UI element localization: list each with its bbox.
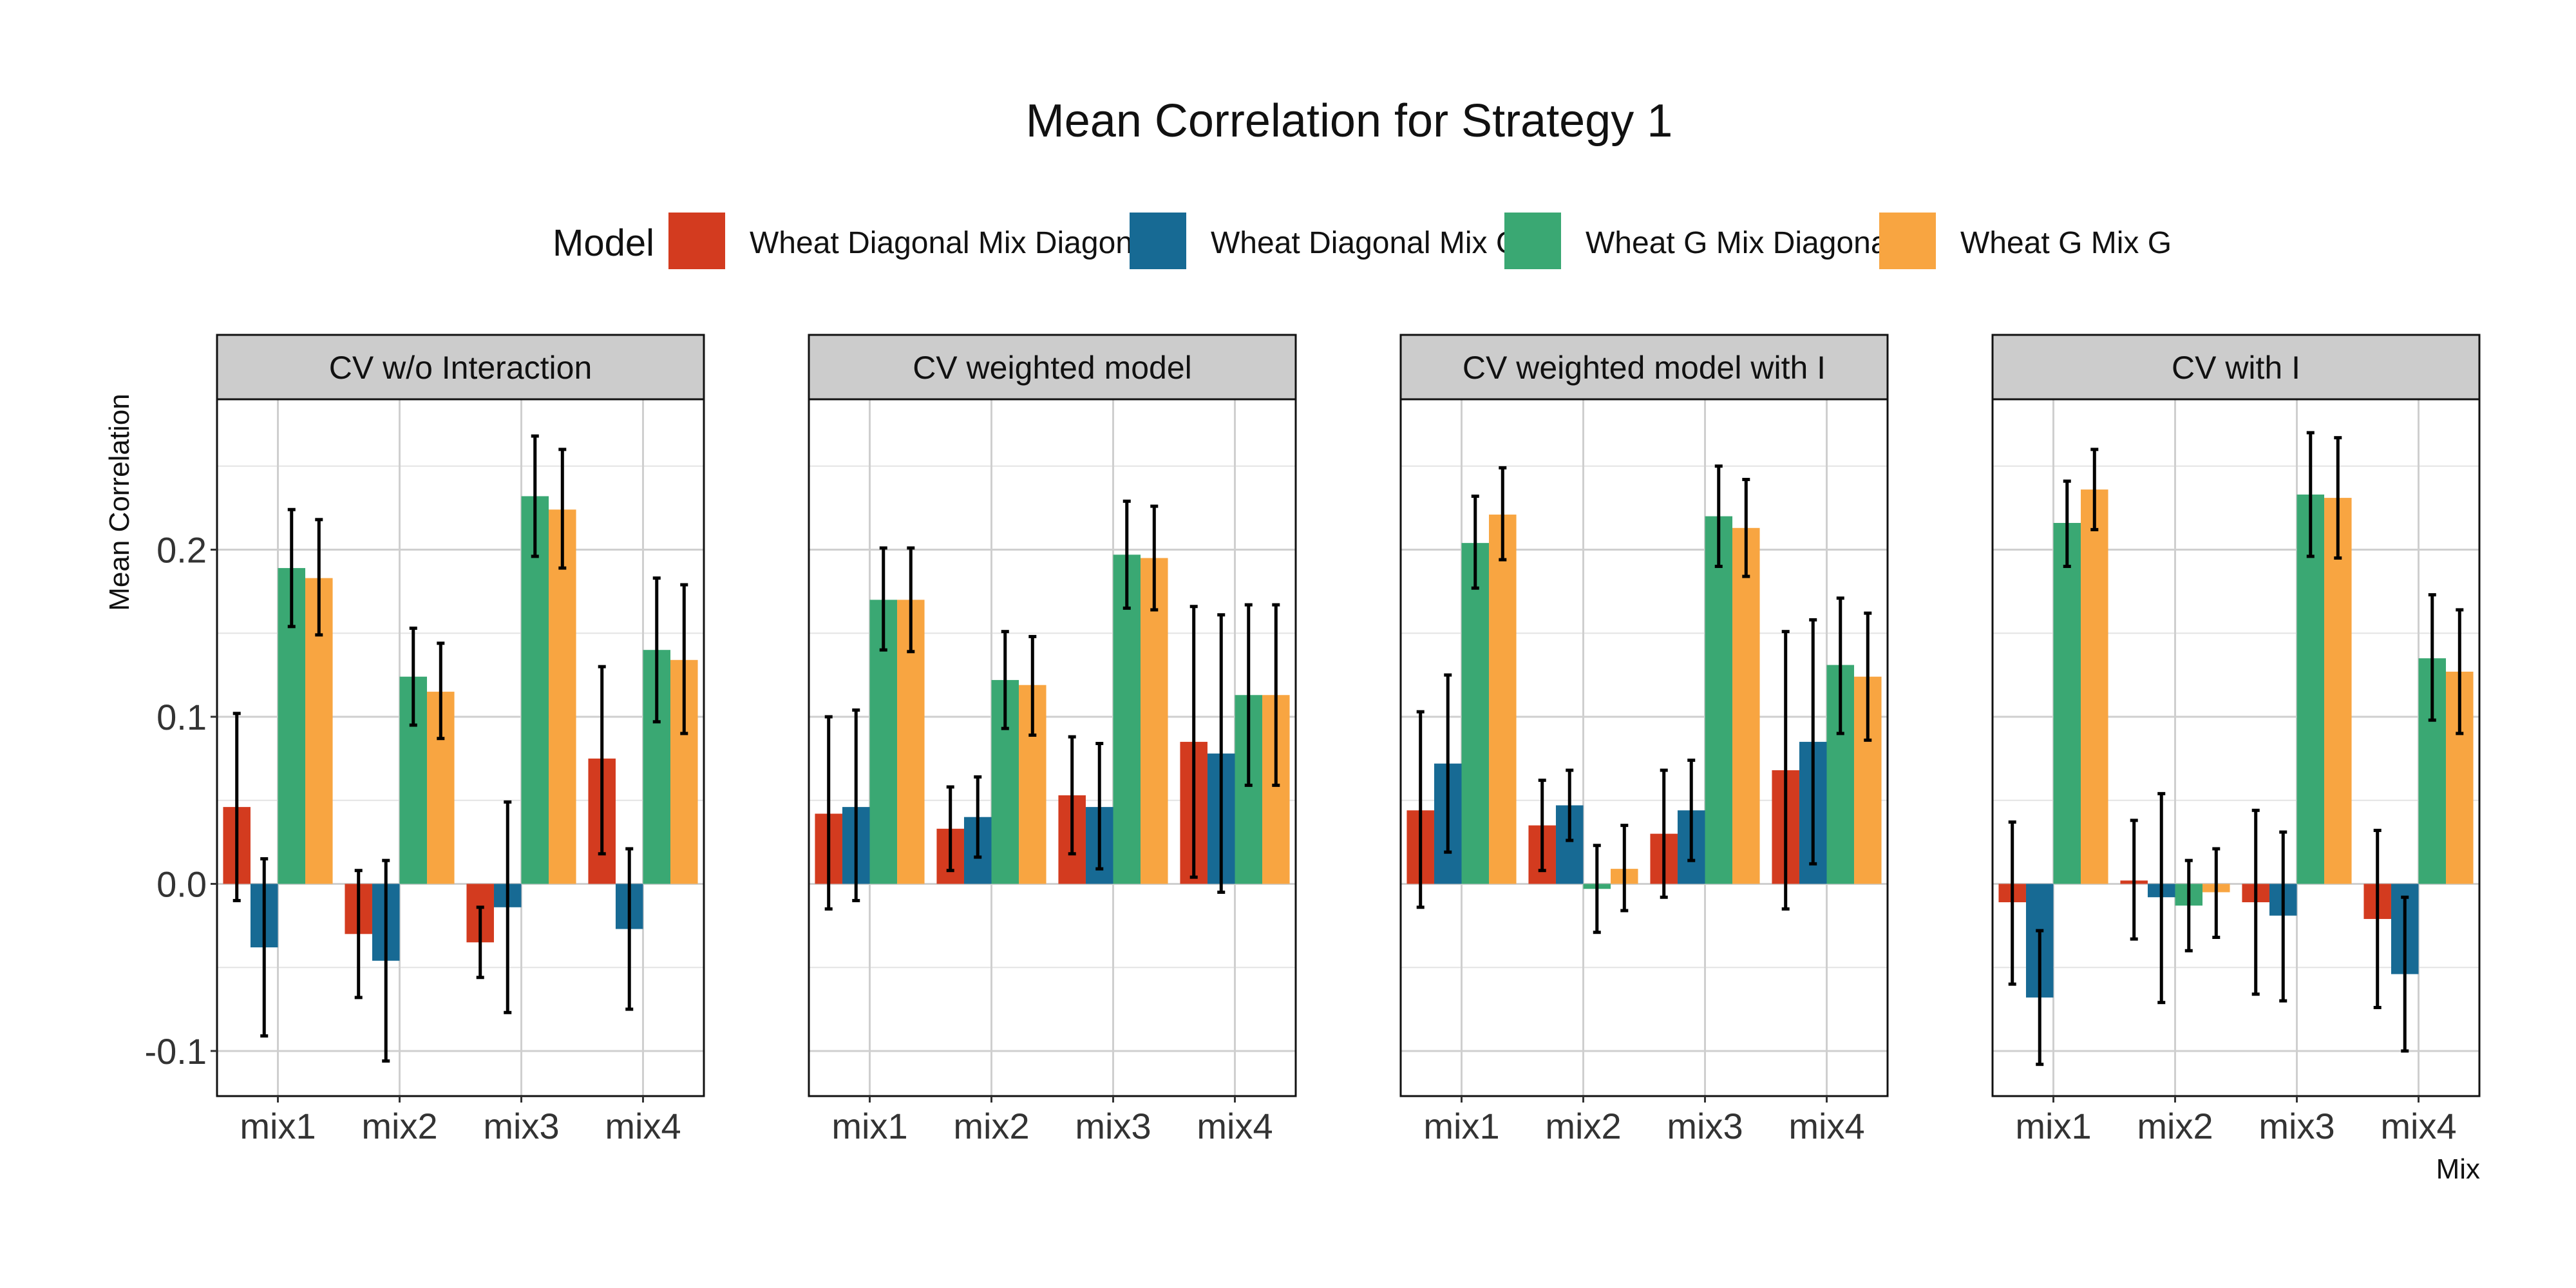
y-tick-label: 0.1 <box>156 697 207 737</box>
bar <box>1732 527 1760 884</box>
panel: CV w/o Interaction mix1 mix2 mix3 mix4 <box>216 334 705 1146</box>
x-tick-label: mix2 <box>1545 1106 1621 1146</box>
x-tick-label: mix1 <box>2015 1106 2091 1146</box>
legend-swatch <box>1130 213 1186 269</box>
x-tick-label: mix4 <box>605 1106 681 1146</box>
legend: Model Wheat Diagonal Mix Diagonal Wheat D… <box>553 213 2172 269</box>
y-axis-label: Mean Correlation <box>104 393 135 611</box>
bar <box>521 496 549 884</box>
legend-swatch <box>1504 213 1561 269</box>
panel-strip <box>808 334 1297 401</box>
legend-swatch <box>668 213 725 269</box>
panel: CV weighted model with I mix1 mix2 mix3 mix4 <box>1399 334 1889 1146</box>
y-tick-label: 0.2 <box>156 530 207 571</box>
legend-label: Wheat Diagonal Mix G <box>1211 226 1520 260</box>
x-tick-label: mix4 <box>2380 1106 2456 1146</box>
x-tick-label: mix2 <box>2137 1106 2213 1146</box>
x-tick-label: mix2 <box>953 1106 1029 1146</box>
x-axis-label: Mix <box>2436 1153 2480 1185</box>
panel-title: CV w/o Interaction <box>329 350 592 386</box>
panel-border <box>1399 398 1889 1097</box>
panel-border <box>216 398 705 1097</box>
panel: CV weighted model mix1 mix2 mix3 mix4 <box>808 334 1297 1146</box>
panel-title: CV with I <box>2172 350 2300 386</box>
x-tick-label: mix3 <box>483 1106 559 1146</box>
x-tick-label: mix1 <box>1423 1106 1499 1146</box>
panel-title: CV weighted model <box>913 350 1192 386</box>
bar <box>2081 489 2108 884</box>
bar <box>2297 494 2325 884</box>
bar <box>1461 543 1490 884</box>
bar <box>1489 515 1517 884</box>
legend-title: Model <box>553 222 654 264</box>
x-tick-label: mix4 <box>1788 1106 1864 1146</box>
x-tick-label: mix1 <box>240 1106 316 1146</box>
bar <box>1705 516 1733 884</box>
legend-swatch <box>1879 213 1936 269</box>
panel-title: CV weighted model with I <box>1463 350 1826 386</box>
legend-label: Wheat Diagonal Mix Diagonal <box>750 226 1157 260</box>
panel-strip <box>1991 334 2481 401</box>
x-tick-label: mix3 <box>1075 1106 1151 1146</box>
legend-label: Wheat G Mix G <box>1960 226 2172 260</box>
x-tick-label: mix1 <box>831 1106 907 1146</box>
panel: CV with I mix1 mix2 mix3 mix4 <box>1991 334 2481 1146</box>
x-tick-label: mix3 <box>2259 1106 2334 1146</box>
bar <box>2324 498 2352 884</box>
bar <box>549 509 576 884</box>
panel-border <box>1991 398 2481 1097</box>
y-tick-label: -0.1 <box>145 1031 207 1072</box>
x-tick-label: mix4 <box>1197 1106 1273 1146</box>
panel-strip <box>1399 334 1889 401</box>
x-tick-label: mix2 <box>361 1106 437 1146</box>
y-tick-label: 0.0 <box>156 864 207 904</box>
x-tick-label: mix3 <box>1667 1106 1743 1146</box>
panel-border <box>808 398 1297 1097</box>
legend-label: Wheat G Mix Diagonal <box>1586 226 1895 260</box>
bar <box>2053 523 2081 884</box>
bar <box>1141 558 1168 884</box>
panel-strip <box>216 334 705 401</box>
chart-title: Mean Correlation for Strategy 1 <box>1026 95 1672 147</box>
